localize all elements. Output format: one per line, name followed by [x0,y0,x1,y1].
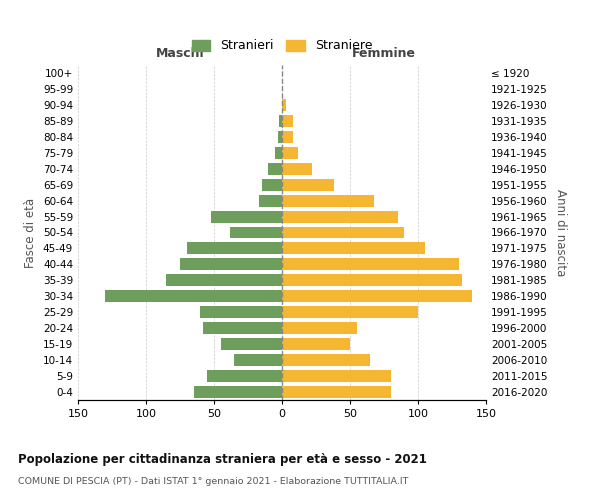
Bar [282,226,404,238]
Bar [282,322,357,334]
Bar [282,242,425,254]
Legend: Stranieri, Straniere: Stranieri, Straniere [187,34,377,58]
Text: Femmine: Femmine [352,47,416,60]
Bar [282,354,370,366]
Bar [221,338,282,350]
Bar [282,258,459,270]
Bar [278,131,282,143]
Bar [282,115,293,127]
Bar [166,274,282,286]
Y-axis label: Anni di nascita: Anni di nascita [554,189,567,276]
Y-axis label: Fasce di età: Fasce di età [25,198,37,268]
Bar [282,370,391,382]
Bar [282,306,418,318]
Bar [200,306,282,318]
Bar [282,178,334,190]
Bar [282,210,398,222]
Bar [275,147,282,158]
Bar [282,338,350,350]
Bar [268,162,282,174]
Bar [259,194,282,206]
Bar [194,386,282,398]
Bar [262,178,282,190]
Bar [203,322,282,334]
Bar [282,274,461,286]
Bar [282,386,391,398]
Bar [282,290,472,302]
Bar [282,99,286,111]
Bar [180,258,282,270]
Text: Maschi: Maschi [155,47,205,60]
Bar [282,194,374,206]
Bar [282,162,312,174]
Bar [187,242,282,254]
Bar [230,226,282,238]
Bar [279,115,282,127]
Bar [282,131,293,143]
Bar [207,370,282,382]
Text: COMUNE DI PESCIA (PT) - Dati ISTAT 1° gennaio 2021 - Elaborazione TUTTITALIA.IT: COMUNE DI PESCIA (PT) - Dati ISTAT 1° ge… [18,478,409,486]
Text: Popolazione per cittadinanza straniera per età e sesso - 2021: Popolazione per cittadinanza straniera p… [18,452,427,466]
Bar [105,290,282,302]
Bar [235,354,282,366]
Bar [211,210,282,222]
Bar [282,147,298,158]
